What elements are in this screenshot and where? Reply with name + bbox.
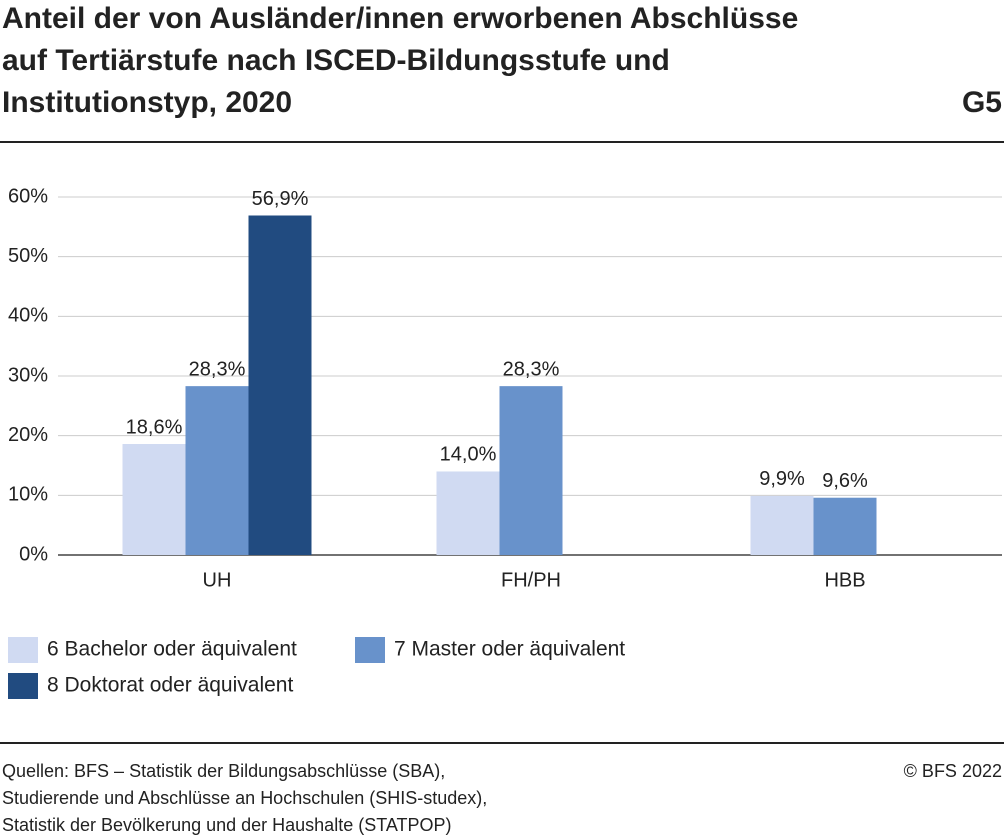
y-tick-label: 30% [8, 364, 48, 386]
bar [122, 444, 186, 555]
source: Statistik der Bevölkerung und der Hausha… [2, 815, 452, 835]
copyright: © BFS 2022 [904, 761, 1002, 781]
bar [813, 497, 877, 555]
data-label: 56,9% [252, 188, 309, 210]
source: Quellen: BFS – Statistik der Bildungsabs… [2, 761, 445, 781]
data-label: 9,9% [759, 468, 805, 490]
y-tick-label: 50% [8, 245, 48, 267]
bar [436, 471, 500, 555]
x-tick-label: UH [203, 569, 232, 591]
x-tick-label: HBB [824, 569, 865, 591]
bar [248, 215, 312, 555]
legend-swatch [355, 637, 385, 663]
chart-title: Anteil der von Ausländer/innen erworbene… [2, 2, 798, 35]
bar [185, 386, 249, 555]
y-tick-label: 0% [19, 543, 48, 565]
bar [750, 495, 814, 555]
legend-label: 6 Bachelor oder äquivalent [47, 638, 297, 661]
legend-swatch [8, 673, 38, 699]
data-label: 18,6% [126, 416, 183, 438]
figure-id: G5 [962, 86, 1002, 119]
legend-label: 8 Doktorat oder äquivalent [47, 674, 293, 697]
x-tick-label: FH/PH [501, 569, 561, 591]
data-label: 9,6% [822, 470, 868, 492]
source: Studierende und Abschlüsse an Hochschule… [2, 788, 487, 808]
data-label: 14,0% [440, 444, 497, 466]
chart-title: auf Tertiärstufe nach ISCED-Bildungsstuf… [2, 44, 670, 77]
chart-title: Institutionstyp, 2020 [2, 86, 292, 119]
y-tick-label: 60% [8, 185, 48, 207]
y-tick-label: 20% [8, 424, 48, 446]
y-tick-label: 40% [8, 305, 48, 327]
legend-swatch [8, 637, 38, 663]
data-label: 28,3% [189, 358, 246, 380]
y-tick-label: 10% [8, 484, 48, 506]
legend-label: 7 Master oder äquivalent [394, 638, 625, 661]
bar [499, 386, 563, 555]
data-label: 28,3% [503, 358, 560, 380]
